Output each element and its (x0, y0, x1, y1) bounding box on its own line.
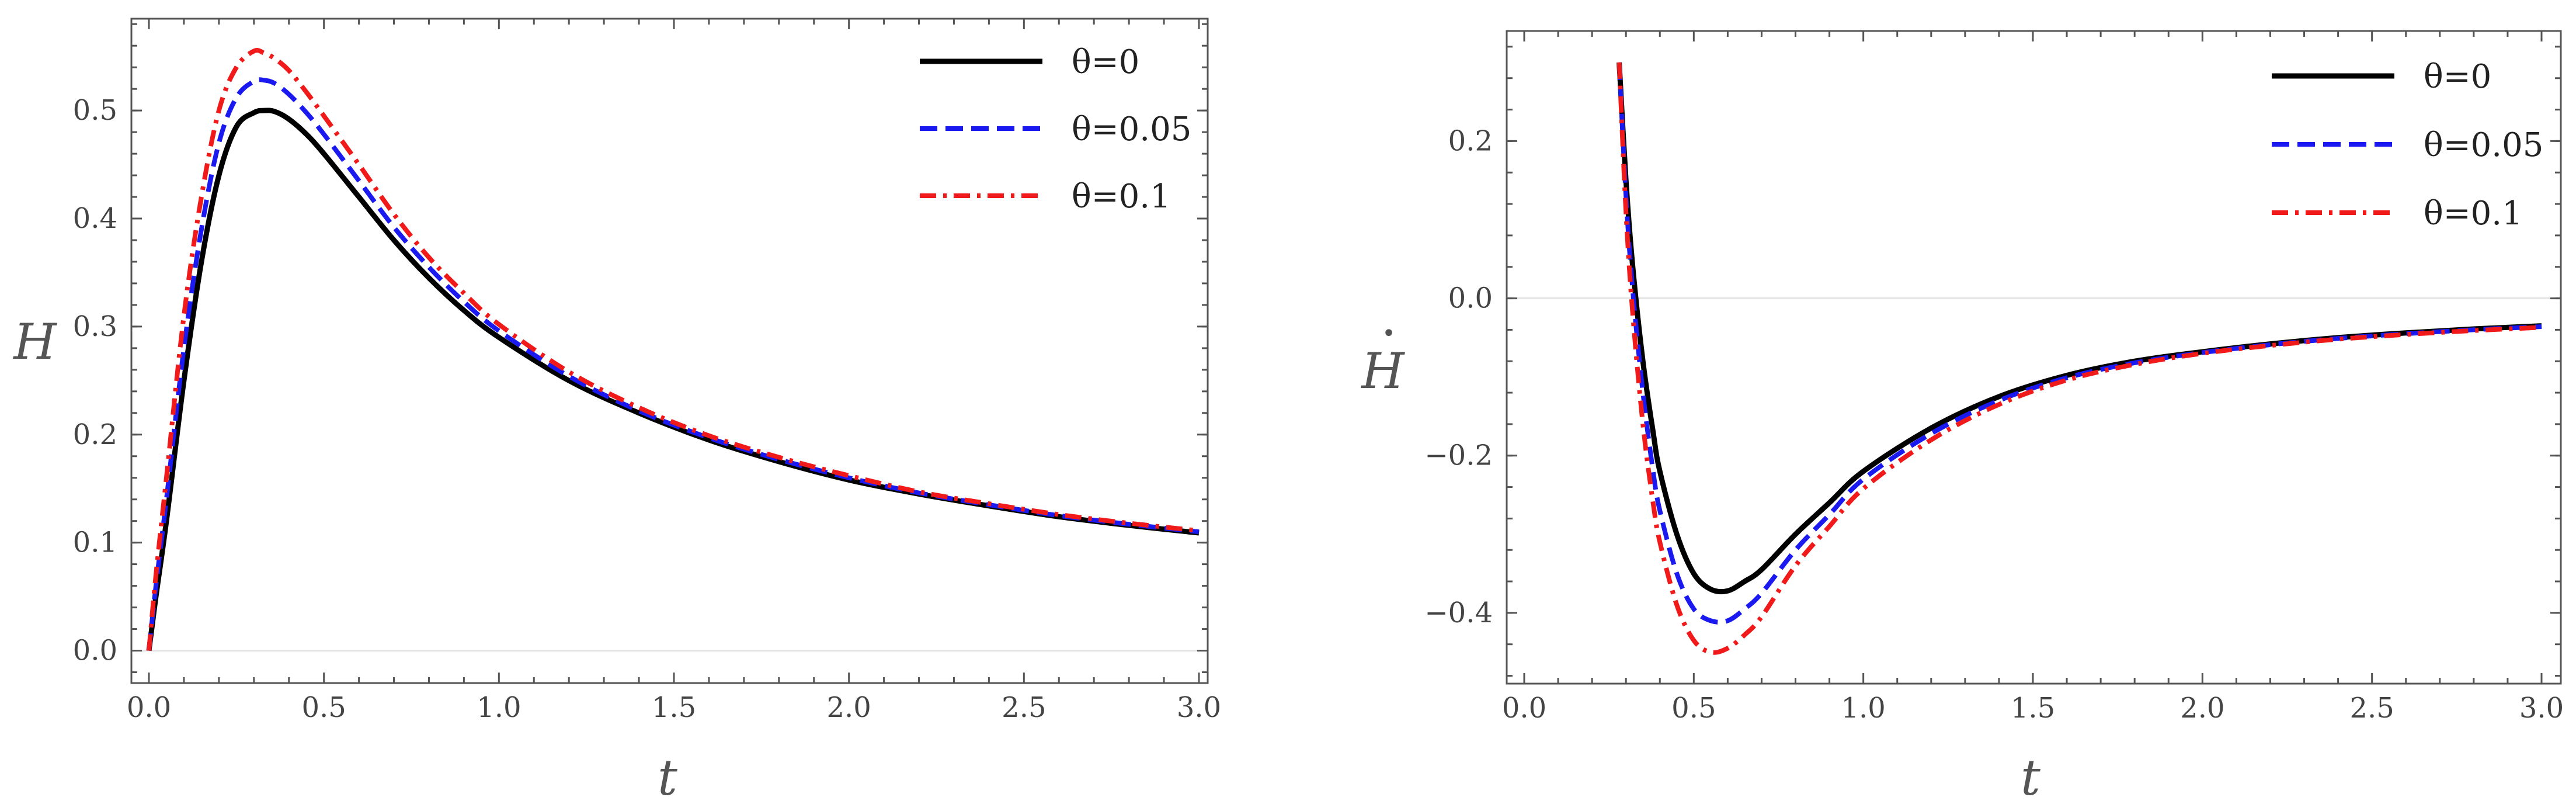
y-tick-label: 0.2 (73, 418, 117, 451)
x-tick-label: 1.5 (2011, 692, 2055, 725)
legend-label-1: θ=0.05 (1072, 110, 1191, 148)
left-x-ticks: 0.0 0.5 1.0 1.5 2.0 2.5 3.0 (127, 19, 1221, 724)
x-tick-label: 2.0 (826, 691, 871, 724)
y-tick-label: 0.2 (1448, 124, 1493, 157)
right-plot: 0.0 0.5 1.0 1.5 2.0 2.5 3.0 0.2 0.0 −0.2 −0.4 t H… (1360, 30, 2564, 804)
x-tick-label: 2.5 (1002, 691, 1046, 724)
x-tick-label: 0.5 (1671, 692, 1716, 725)
legend-label-1: θ=0.05 (2424, 126, 2543, 164)
right-x-axis-label: t (2021, 749, 2040, 804)
series-line-0 (146, 108, 1200, 651)
y-tick-label: 0.0 (73, 635, 117, 667)
left-plot: 0.0 0.5 1.0 1.5 2.0 2.5 3.0 0.0 0.1 0.2 0.3 0.4 0.5… (12, 18, 1221, 804)
right-y-axis-label: H (1360, 342, 1405, 400)
y-tick-label: −0.4 (1424, 597, 1493, 629)
x-tick-label: 3.0 (1177, 691, 1221, 724)
x-tick-label: 2.5 (2349, 692, 2394, 725)
y-tick-label: 0.4 (73, 202, 117, 235)
series-line-2 (1616, 62, 2542, 655)
y-tick-label: 0.0 (1448, 282, 1493, 315)
right-y-ticks: 0.2 0.0 −0.2 −0.4 (1424, 46, 2561, 677)
right-plot-frame (1506, 30, 2562, 685)
x-tick-label: 0.0 (127, 691, 171, 724)
right-x-ticks: 0.0 0.5 1.0 1.5 2.0 2.5 3.0 (1502, 31, 2564, 725)
x-tick-label: 1.0 (1841, 692, 1885, 725)
x-tick-label: 0.0 (1502, 692, 1546, 725)
right-y-axis-label-dot: • (1382, 320, 1396, 347)
legend-label-0: θ=0 (1072, 43, 1139, 81)
left-legend: θ=0 θ=0.05 θ=0.1 (920, 43, 1191, 216)
series-line-2 (147, 48, 1200, 651)
left-y-ticks: 0.0 0.1 0.2 0.3 0.4 0.5 (73, 23, 1208, 674)
right-legend: θ=0 θ=0.05 θ=0.1 (2272, 58, 2543, 233)
series-line-0 (1616, 62, 2542, 595)
y-tick-label: 0.5 (73, 94, 117, 127)
left-series (146, 48, 1200, 651)
series-line-1 (147, 77, 1200, 651)
legend-label-2: θ=0.1 (2424, 195, 2523, 233)
x-tick-label: 3.0 (2519, 692, 2564, 725)
series-line-1 (1616, 62, 2542, 625)
x-tick-label: 2.0 (2180, 692, 2224, 725)
right-series (1616, 62, 2542, 655)
x-tick-label: 0.5 (301, 691, 346, 724)
x-tick-label: 1.0 (477, 691, 521, 724)
left-x-axis-label: t (658, 749, 677, 804)
y-tick-label: 0.3 (73, 310, 117, 343)
legend-label-2: θ=0.1 (1072, 178, 1171, 216)
legend-label-0: θ=0 (2424, 58, 2491, 96)
left-plot-frame (130, 18, 1209, 684)
y-tick-label: 0.1 (73, 526, 117, 559)
x-tick-label: 1.5 (652, 691, 696, 724)
left-y-axis-label: H (12, 313, 57, 370)
y-tick-label: −0.2 (1424, 439, 1493, 472)
